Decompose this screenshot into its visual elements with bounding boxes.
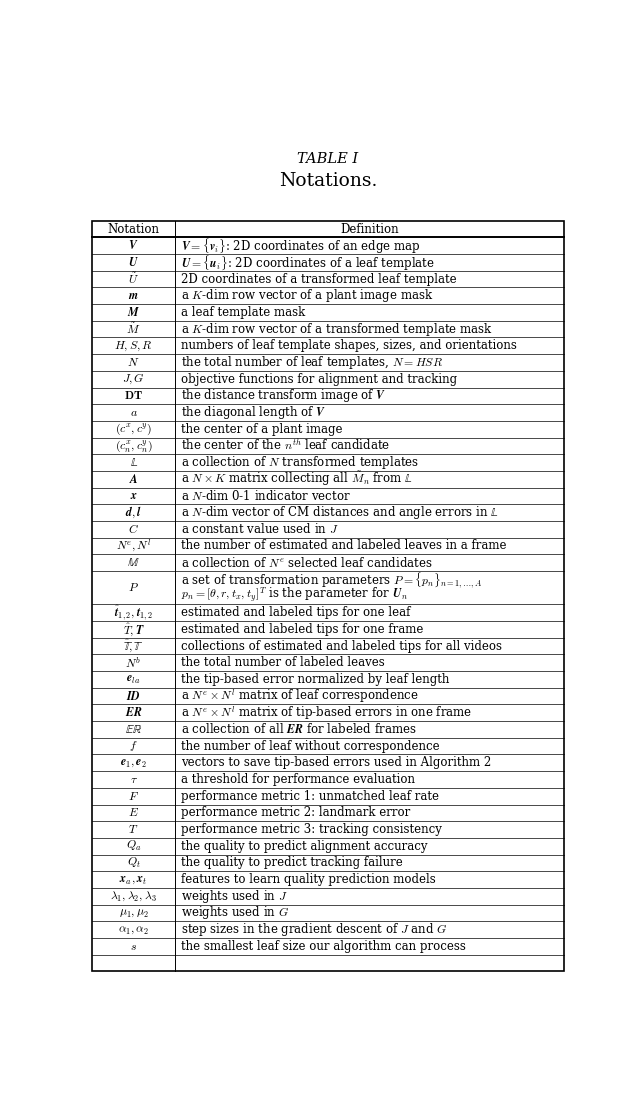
Text: a $K$-dim row vector of a transformed template mask: a $K$-dim row vector of a transformed te… — [181, 321, 493, 337]
Text: $\lambda_1, \lambda_2, \lambda_3$: $\lambda_1, \lambda_2, \lambda_3$ — [110, 889, 157, 903]
Text: estimated and labeled tips for one leaf: estimated and labeled tips for one leaf — [181, 607, 410, 619]
Text: the quality to predict alignment accuracy: the quality to predict alignment accurac… — [181, 840, 428, 853]
Text: performance metric 3: tracking consistency: performance metric 3: tracking consisten… — [181, 823, 442, 836]
Text: $\boldsymbol{ID}$: $\boldsymbol{ID}$ — [126, 689, 141, 702]
Text: the quality to predict tracking failure: the quality to predict tracking failure — [181, 856, 403, 869]
Text: $\mu_1, \mu_2$: $\mu_1, \mu_2$ — [118, 907, 148, 920]
Text: $\boldsymbol{V} = \{\boldsymbol{v}_i\}$: 2D coordinates of an edge map: $\boldsymbol{V} = \{\boldsymbol{v}_i\}$:… — [181, 236, 420, 255]
Text: $\boldsymbol{M}$: $\boldsymbol{M}$ — [127, 306, 140, 319]
Text: a collection of $N^e$ selected leaf candidates: a collection of $N^e$ selected leaf cand… — [181, 556, 433, 569]
Text: Notation: Notation — [108, 223, 159, 235]
Text: $E$: $E$ — [128, 807, 139, 820]
Text: $C$: $C$ — [128, 523, 139, 536]
Text: $\boldsymbol{x}$: $\boldsymbol{x}$ — [130, 489, 138, 502]
Text: $(c^x_n, c^y_n)$: $(c^x_n, c^y_n)$ — [115, 439, 152, 454]
Text: $\boldsymbol{e}_1, \boldsymbol{e}_2$: $\boldsymbol{e}_1, \boldsymbol{e}_2$ — [120, 756, 147, 769]
Text: $P$: $P$ — [128, 581, 139, 595]
Text: the number of leaf without correspondence: the number of leaf without correspondenc… — [181, 740, 440, 753]
Text: $\boldsymbol{e}_{la}$: $\boldsymbol{e}_{la}$ — [127, 673, 141, 686]
Text: $\boldsymbol{p_n} = [\theta, r, t_x, t_y]^T$ is the parameter for $\boldsymbol{U: $\boldsymbol{p_n} = [\theta, r, t_x, t_y… — [181, 586, 408, 604]
Text: a $K$-dim row vector of a plant image mask: a $K$-dim row vector of a plant image ma… — [181, 287, 433, 304]
Text: $\alpha_1, \alpha_2$: $\alpha_1, \alpha_2$ — [118, 923, 149, 936]
Text: $Q_t$: $Q_t$ — [127, 856, 141, 870]
Text: $\hat{T}, \boldsymbol{T}$: $\hat{T}, \boldsymbol{T}$ — [123, 621, 145, 637]
Text: $N^b$: $N^b$ — [125, 655, 142, 670]
Text: performance metric 1: unmatched leaf rate: performance metric 1: unmatched leaf rat… — [181, 790, 439, 802]
Text: $\mathbb{L}$: $\mathbb{L}$ — [129, 456, 138, 469]
Text: $F$: $F$ — [128, 790, 139, 802]
Text: $H, S, R$: $H, S, R$ — [115, 340, 153, 353]
Text: a threshold for performance evaluation: a threshold for performance evaluation — [181, 773, 415, 786]
Text: $\boldsymbol{ER}$: $\boldsymbol{ER}$ — [125, 707, 142, 720]
Text: $a$: $a$ — [130, 406, 138, 419]
Text: weights used in $G$: weights used in $G$ — [181, 904, 289, 921]
Text: TABLE I: TABLE I — [298, 152, 358, 166]
Text: $N^e, N^l$: $N^e, N^l$ — [116, 537, 152, 554]
Text: Notations.: Notations. — [279, 173, 377, 190]
Text: the number of estimated and labeled leaves in a frame: the number of estimated and labeled leav… — [181, 540, 506, 553]
Text: collections of estimated and labeled tips for all videos: collections of estimated and labeled tip… — [181, 640, 502, 653]
Text: $\boldsymbol{A}$: $\boldsymbol{A}$ — [129, 473, 138, 486]
Text: $(c^x, c^y)$: $(c^x, c^y)$ — [115, 422, 152, 437]
Text: a leaf template mask: a leaf template mask — [181, 306, 305, 319]
Text: the diagonal length of $\boldsymbol{V}$: the diagonal length of $\boldsymbol{V}$ — [181, 404, 326, 421]
Text: step sizes in the gradient descent of $J$ and $G$: step sizes in the gradient descent of $J… — [181, 921, 447, 939]
Text: objective functions for alignment and tracking: objective functions for alignment and tr… — [181, 373, 457, 386]
Text: a $N \times K$ matrix collecting all $\tilde{M}_n$ from $\mathbb{L}$: a $N \times K$ matrix collecting all $\t… — [181, 470, 412, 488]
Text: $T$: $T$ — [129, 823, 139, 836]
Text: weights used in $J$: weights used in $J$ — [181, 888, 287, 904]
Text: $\tilde{M}$: $\tilde{M}$ — [127, 322, 141, 336]
Text: a constant value used in $J$: a constant value used in $J$ — [181, 522, 339, 536]
Text: a $N^e \times N^l$ matrix of leaf correspondence: a $N^e \times N^l$ matrix of leaf corres… — [181, 687, 419, 706]
Text: $\boldsymbol{U} = \{\boldsymbol{u}_i\}$: 2D coordinates of a leaf template: $\boldsymbol{U} = \{\boldsymbol{u}_i\}$:… — [181, 253, 435, 271]
Text: $\boldsymbol{m}$: $\boldsymbol{m}$ — [128, 289, 139, 302]
Text: $\boldsymbol{x}_a, \boldsymbol{x}_t$: $\boldsymbol{x}_a, \boldsymbol{x}_t$ — [120, 873, 148, 886]
Text: $s$: $s$ — [130, 940, 137, 953]
Text: a $N$-dim 0-1 indicator vector: a $N$-dim 0-1 indicator vector — [181, 489, 351, 503]
Text: Definition: Definition — [340, 223, 399, 235]
Text: the total number of labeled leaves: the total number of labeled leaves — [181, 656, 385, 669]
Text: a $N$-dim vector of CM distances and angle errors in $\mathbb{L}$: a $N$-dim vector of CM distances and ang… — [181, 504, 499, 521]
Text: $\hat{\boldsymbol{t}}_{1,2}, \boldsymbol{t}_{1,2}$: $\hat{\boldsymbol{t}}_{1,2}, \boldsymbol… — [114, 603, 153, 622]
Text: $\boldsymbol{d}, \boldsymbol{l}$: $\boldsymbol{d}, \boldsymbol{l}$ — [125, 504, 142, 520]
Text: the smallest leaf size our algorithm can process: the smallest leaf size our algorithm can… — [181, 940, 466, 953]
Text: $\mathbf{DT}$: $\mathbf{DT}$ — [124, 389, 143, 402]
Text: 2D coordinates of a transformed leaf template: 2D coordinates of a transformed leaf tem… — [181, 273, 456, 286]
Text: a set of transformation parameters $P = \{\boldsymbol{p_n}\}_{n=1,\ldots,A}$: a set of transformation parameters $P = … — [181, 570, 483, 590]
Text: a $N^e \times N^l$ matrix of tip-based errors in one frame: a $N^e \times N^l$ matrix of tip-based e… — [181, 703, 472, 722]
Text: the center of the $n^{th}$ leaf candidate: the center of the $n^{th}$ leaf candidat… — [181, 439, 390, 454]
Text: $Q_a$: $Q_a$ — [126, 840, 141, 853]
Text: vectors to save tip-based errors used in Algorithm 2: vectors to save tip-based errors used in… — [181, 756, 491, 769]
Text: the distance transform image of $\boldsymbol{V}$: the distance transform image of $\boldsy… — [181, 387, 386, 404]
Text: the center of a plant image: the center of a plant image — [181, 423, 342, 435]
Text: $\boldsymbol{V}$: $\boldsymbol{V}$ — [129, 240, 139, 253]
Text: $N$: $N$ — [127, 356, 140, 369]
Text: the tip-based error normalized by leaf length: the tip-based error normalized by leaf l… — [181, 673, 449, 686]
Text: $\mathbb{M}$: $\mathbb{M}$ — [127, 556, 140, 569]
Text: $\tilde{U}$: $\tilde{U}$ — [128, 271, 139, 287]
Text: numbers of leaf template shapes, sizes, and orientations: numbers of leaf template shapes, sizes, … — [181, 340, 516, 353]
Text: the total number of leaf templates, $N = HSR$: the total number of leaf templates, $N =… — [181, 354, 443, 371]
Text: features to learn quality prediction models: features to learn quality prediction mod… — [181, 873, 436, 886]
Bar — [92, 221, 564, 972]
Text: performance metric 2: landmark error: performance metric 2: landmark error — [181, 807, 410, 820]
Text: $J, G$: $J, G$ — [122, 371, 145, 387]
Text: $\boldsymbol{U}$: $\boldsymbol{U}$ — [128, 256, 139, 269]
Text: a collection of all $\boldsymbol{ER}$ for labeled frames: a collection of all $\boldsymbol{ER}$ fo… — [181, 722, 417, 736]
Text: estimated and labeled tips for one frame: estimated and labeled tips for one frame — [181, 623, 423, 636]
Text: $f$: $f$ — [129, 740, 138, 753]
Text: $\mathbb{ER}$: $\mathbb{ER}$ — [125, 723, 143, 736]
Text: a collection of $N$ transformed templates: a collection of $N$ transformed template… — [181, 454, 419, 471]
Text: $\tau$: $\tau$ — [130, 773, 138, 786]
Text: $\hat{\mathbb{T}}, \mathbb{T}$: $\hat{\mathbb{T}}, \mathbb{T}$ — [124, 637, 144, 654]
